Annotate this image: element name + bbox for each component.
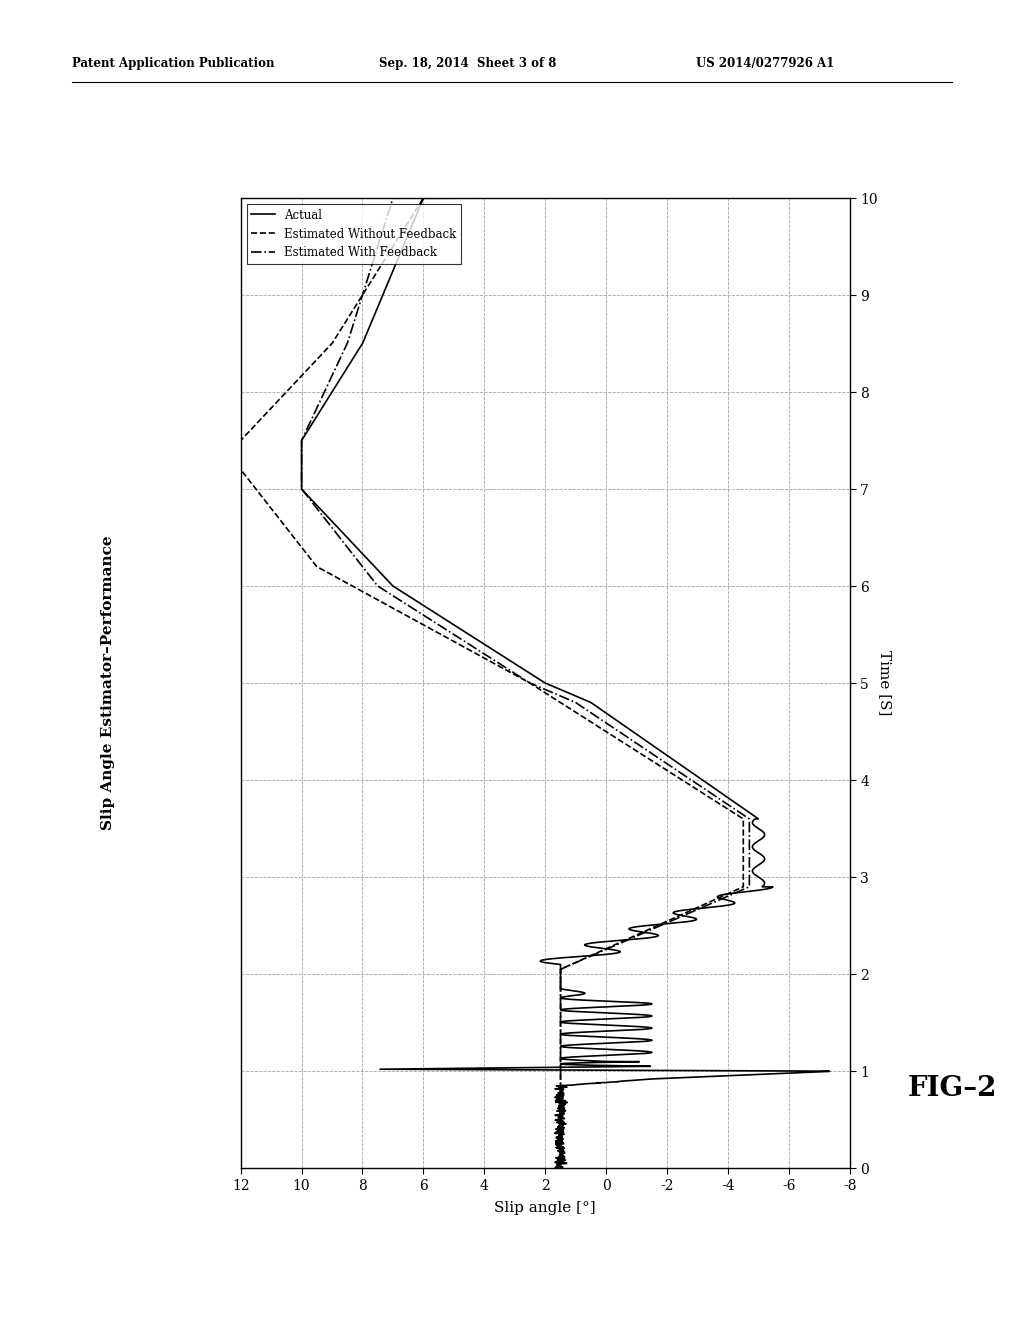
Estimated With Feedback [378,220,390,236]
Estimated Without Feedback [369,268,381,284]
Estimated With Feedback [656,752,669,768]
Text: FIG–2: FIG–2 [907,1076,997,1102]
Actual [669,752,681,768]
Actual [404,220,417,236]
Estimated With Feedback [362,268,375,284]
Estimated With Feedback [645,744,657,760]
Estimated Without Feedback [562,700,574,715]
Line: Estimated With Feedback: Estimated With Feedback [302,198,750,1168]
Actual [600,190,612,206]
Text: Patent Application Publication: Patent Application Publication [72,57,274,70]
Estimated With Feedback [600,190,612,206]
Estimated With Feedback [554,1160,566,1176]
Text: Sep. 18, 2014  Sheet 3 of 8: Sep. 18, 2014 Sheet 3 of 8 [379,57,556,70]
Estimated Without Feedback [645,752,657,768]
Estimated Without Feedback [234,455,247,471]
Estimated Without Feedback [600,190,612,206]
Estimated Without Feedback [634,744,646,760]
Legend: Actual, Estimated Without Feedback, Estimated With Feedback: Actual, Estimated Without Feedback, Esti… [247,203,461,264]
Line: Estimated Without Feedback: Estimated Without Feedback [241,198,743,1168]
Actual [550,1160,562,1176]
Actual [385,268,397,284]
Text: US 2014/0277926 A1: US 2014/0277926 A1 [696,57,835,70]
Estimated Without Feedback [398,220,411,236]
Actual [657,744,670,760]
Estimated With Feedback [577,700,589,715]
Estimated Without Feedback [554,1160,566,1176]
Estimated With Feedback [296,455,308,471]
X-axis label: Slip angle [°]: Slip angle [°] [495,1201,596,1214]
Actual [592,700,604,715]
Text: Slip Angle Estimator–Performance: Slip Angle Estimator–Performance [100,536,115,830]
Line: Actual: Actual [302,198,829,1168]
Actual [296,455,308,471]
Y-axis label: Time [S]: Time [S] [878,651,892,715]
